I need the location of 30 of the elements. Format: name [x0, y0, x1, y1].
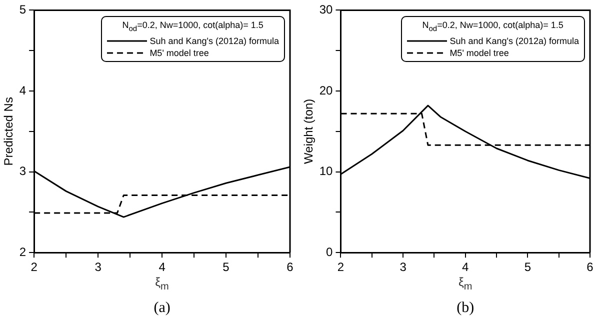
legend-title: N$_{od}$=0.2, Nw=1000, cot(alpha)= 1.5 — [121, 19, 264, 35]
x-tick-label: 5 — [524, 260, 532, 274]
y-tick-label: 2 — [19, 244, 26, 259]
x-tick-label: 6 — [586, 260, 594, 274]
y-tick-label: 3 — [19, 164, 26, 178]
x-tick-label: 6 — [286, 260, 294, 274]
x-axis-title: ξ$_{m}$ — [155, 274, 169, 292]
legend-label: Suh and Kang's (2012a) formula — [450, 34, 579, 47]
x-tick-label: 2 — [30, 260, 38, 274]
x-tick-label: 4 — [158, 260, 166, 274]
y-tick-label: 4 — [19, 83, 26, 98]
x-tick-label: 3 — [400, 260, 407, 274]
y-tick-label: 30 — [319, 2, 334, 17]
y-axis-title: Weight (ton) — [302, 98, 316, 164]
x-tick-label: 4 — [462, 260, 470, 274]
legend-label: M5' model tree — [450, 46, 509, 59]
legend-label: Suh and Kang's (2012a) formula — [150, 34, 279, 47]
x-tick-label: 3 — [94, 260, 102, 274]
y-tick-label: 5 — [19, 2, 26, 17]
y-tick-label: 0 — [326, 244, 334, 259]
text: (a) — [154, 300, 170, 317]
text: (b) — [456, 300, 474, 317]
y-tick-label: 20 — [319, 83, 334, 98]
x-tick-label: 2 — [337, 260, 344, 274]
x-tick-label: 5 — [222, 260, 230, 274]
y-tick-label: 10 — [319, 164, 334, 178]
x-axis-title: ξ$_{m}$ — [458, 274, 472, 292]
legend-label: M5' model tree — [150, 46, 209, 59]
y-axis-title: Predicted Ns — [2, 97, 16, 166]
legend-title: N$_{od}$=0.2, Nw=1000, cot(alpha)= 1.5 — [421, 19, 564, 35]
